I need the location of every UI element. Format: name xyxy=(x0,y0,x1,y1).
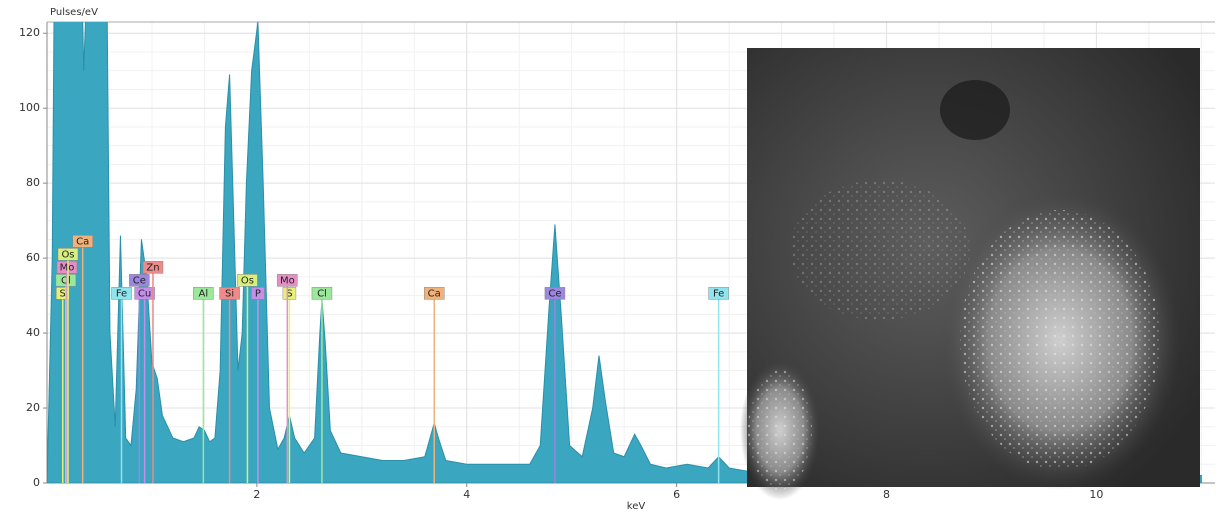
micrograph-inset xyxy=(740,48,1200,500)
element-label: Ce xyxy=(548,288,561,299)
element-label: P xyxy=(255,288,261,299)
element-label: Os xyxy=(61,249,74,260)
element-label: Ca xyxy=(428,288,441,299)
y-axis-label: Pulses/eV xyxy=(50,7,98,18)
element-label: Ce xyxy=(133,275,146,286)
x-axis-label: keV xyxy=(627,501,646,512)
inset-texture xyxy=(790,180,970,320)
x-tick-label: 6 xyxy=(673,488,680,501)
x-tick-label: 8 xyxy=(883,488,890,501)
element-label: Fe xyxy=(116,288,127,299)
element-label: Fe xyxy=(713,288,724,299)
y-tick-label: 40 xyxy=(26,326,40,339)
element-label: Cu xyxy=(138,288,151,299)
y-tick-label: 20 xyxy=(26,401,40,414)
y-tick-label: 60 xyxy=(26,251,40,264)
y-tick-label: 80 xyxy=(26,176,40,189)
element-label: Cl xyxy=(61,275,71,286)
element-marker: Fe xyxy=(709,287,729,483)
y-tick-label: 120 xyxy=(19,26,40,39)
element-label: Ca xyxy=(76,236,89,247)
element-label: Cl xyxy=(317,288,327,299)
inset-shadow xyxy=(940,80,1010,140)
chart: Pulses/eV keV 0 20 40 60 80 100 120 2 4 6 8 10 S Cl Mo… xyxy=(0,0,1222,513)
x-tick-label: 10 xyxy=(1089,488,1103,501)
inset-texture xyxy=(748,370,812,490)
element-label: Mo xyxy=(60,262,75,273)
element-label: Os xyxy=(241,275,254,286)
y-tick-label: 100 xyxy=(19,101,40,114)
y-tick-label: 0 xyxy=(33,476,40,489)
element-label: Mo xyxy=(280,275,295,286)
element-label: Al xyxy=(199,288,209,299)
x-tick-label: 2 xyxy=(253,488,260,501)
element-label: S xyxy=(60,288,66,299)
element-label: Si xyxy=(225,288,234,299)
inset-texture xyxy=(960,210,1160,470)
element-label: Zn xyxy=(146,262,159,273)
x-tick-label: 4 xyxy=(463,488,470,501)
